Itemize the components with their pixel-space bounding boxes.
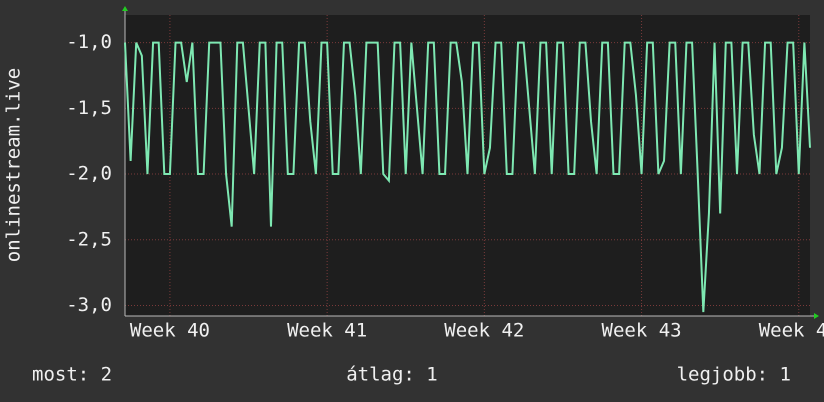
y-tick-label: -1,0 bbox=[66, 31, 112, 53]
y-tick-label: -2,0 bbox=[66, 163, 112, 185]
y-tick-label: -3,0 bbox=[66, 294, 112, 316]
footer-current: most: 2 bbox=[32, 364, 112, 386]
y-axis-arrow bbox=[122, 6, 128, 11]
y-tick-label: -1,5 bbox=[66, 97, 112, 119]
x-tick-label: Week 42 bbox=[444, 320, 524, 342]
y-tick-label: -2,5 bbox=[66, 228, 112, 250]
footer-average: átlag: 1 bbox=[346, 364, 438, 386]
data-line bbox=[124, 41, 811, 313]
x-tick-label: Week 43 bbox=[602, 320, 682, 342]
x-axis-arrow bbox=[814, 313, 819, 319]
x-tick-label: Week 40 bbox=[130, 320, 210, 342]
footer-best: legjobb: 1 bbox=[677, 364, 791, 386]
y-axis-label: onlinestream.live bbox=[3, 68, 25, 262]
x-tick-label: Week 44 bbox=[759, 320, 824, 342]
x-tick-label: Week 41 bbox=[287, 320, 367, 342]
